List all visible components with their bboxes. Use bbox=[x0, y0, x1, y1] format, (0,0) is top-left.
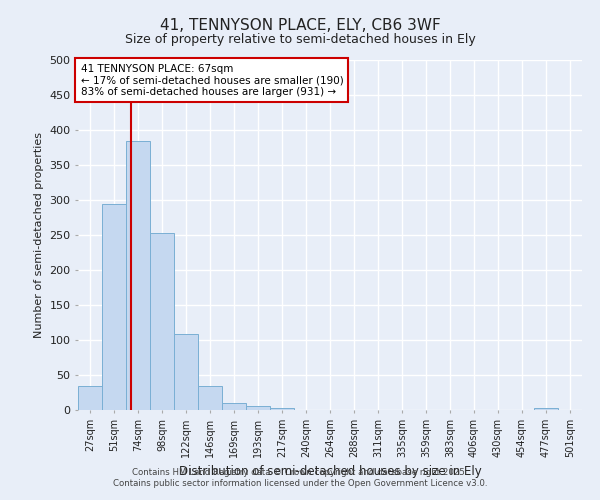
Y-axis label: Number of semi-detached properties: Number of semi-detached properties bbox=[34, 132, 44, 338]
Bar bbox=[198, 386, 222, 410]
Bar bbox=[222, 403, 246, 410]
Bar bbox=[534, 408, 558, 410]
Bar bbox=[126, 140, 150, 410]
Bar bbox=[246, 406, 270, 410]
Text: 41 TENNYSON PLACE: 67sqm
← 17% of semi-detached houses are smaller (190)
83% of : 41 TENNYSON PLACE: 67sqm ← 17% of semi-d… bbox=[80, 64, 343, 96]
Bar bbox=[270, 408, 294, 410]
Text: Contains HM Land Registry data © Crown copyright and database right 2025.
Contai: Contains HM Land Registry data © Crown c… bbox=[113, 468, 487, 487]
Text: Size of property relative to semi-detached houses in Ely: Size of property relative to semi-detach… bbox=[125, 32, 475, 46]
Bar bbox=[78, 386, 102, 410]
Text: 41, TENNYSON PLACE, ELY, CB6 3WF: 41, TENNYSON PLACE, ELY, CB6 3WF bbox=[160, 18, 440, 32]
Bar bbox=[150, 233, 174, 410]
Bar bbox=[174, 334, 198, 410]
Bar bbox=[102, 204, 126, 410]
X-axis label: Distribution of semi-detached houses by size in Ely: Distribution of semi-detached houses by … bbox=[179, 466, 481, 478]
